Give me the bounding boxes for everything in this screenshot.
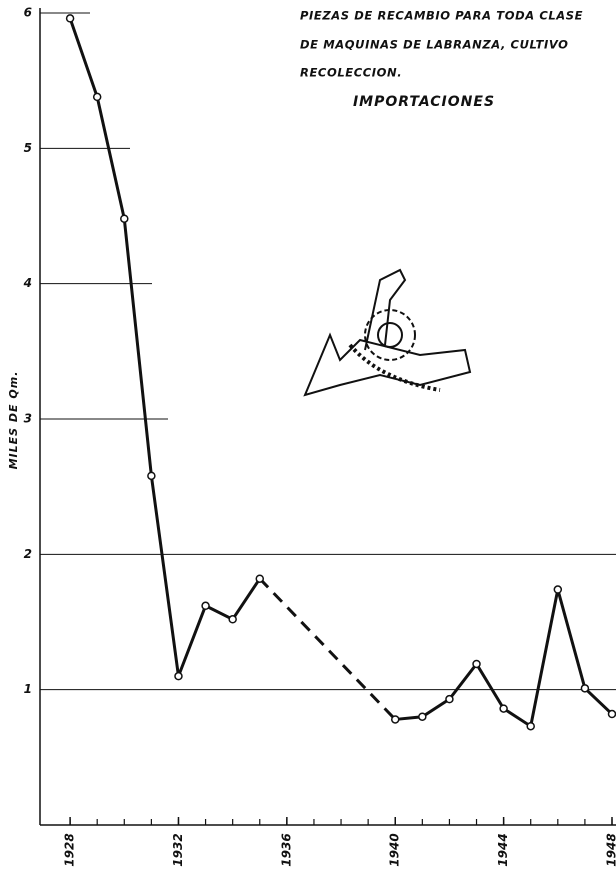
y-tick-label: 1 bbox=[24, 682, 32, 696]
chart-title-line: DE MAQUINAS DE LABRANZA, CULTIVO bbox=[300, 38, 569, 52]
chart-subtitle: IMPORTACIONES bbox=[353, 94, 495, 110]
data-point bbox=[527, 723, 534, 730]
y-tick-label: 3 bbox=[24, 412, 32, 426]
data-point bbox=[609, 711, 616, 718]
y-tick-label: 5 bbox=[24, 141, 32, 155]
data-point bbox=[67, 15, 74, 22]
gap-line bbox=[260, 579, 395, 720]
data-point bbox=[446, 696, 453, 703]
data-line bbox=[70, 18, 260, 676]
data-point bbox=[202, 602, 209, 609]
data-point bbox=[175, 673, 182, 680]
y-tick-label: 2 bbox=[24, 547, 32, 561]
y-tick-label: 4 bbox=[23, 276, 32, 290]
x-tick-label: 1944 bbox=[496, 833, 510, 866]
y-axis-label: MILES DE Qm. bbox=[7, 371, 20, 470]
x-tick-label: 1928 bbox=[63, 833, 77, 866]
data-point bbox=[229, 616, 236, 623]
x-tick-label: 1932 bbox=[171, 833, 185, 866]
chart-title-line: PIEZAS DE RECAMBIO PARA TODA CLASE bbox=[300, 9, 583, 23]
data-point bbox=[554, 586, 561, 593]
data-point bbox=[121, 215, 128, 222]
x-tick-label: 1936 bbox=[279, 833, 293, 866]
data-point bbox=[94, 93, 101, 100]
x-tick-label: 1948 bbox=[605, 833, 616, 866]
illustration bbox=[305, 270, 470, 395]
data-point bbox=[392, 716, 399, 723]
chart-title-line: RECOLECCION. bbox=[300, 66, 402, 80]
data-point bbox=[500, 705, 507, 712]
data-point bbox=[473, 660, 480, 667]
chart: PIEZAS DE RECAMBIO PARA TODA CLASE DE MA… bbox=[0, 0, 616, 873]
data-point bbox=[581, 685, 588, 692]
data-point bbox=[148, 472, 155, 479]
y-tick-label: 6 bbox=[24, 6, 32, 20]
data-point bbox=[419, 713, 426, 720]
data-point bbox=[256, 575, 263, 582]
x-tick-label: 1940 bbox=[388, 833, 402, 866]
